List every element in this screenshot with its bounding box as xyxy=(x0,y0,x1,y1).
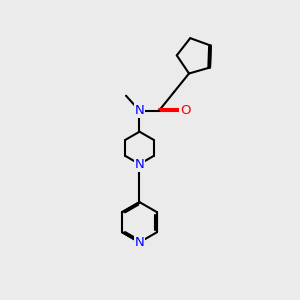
Text: O: O xyxy=(180,104,190,117)
Text: N: N xyxy=(135,236,144,249)
Text: N: N xyxy=(135,104,144,117)
Text: N: N xyxy=(135,158,144,171)
